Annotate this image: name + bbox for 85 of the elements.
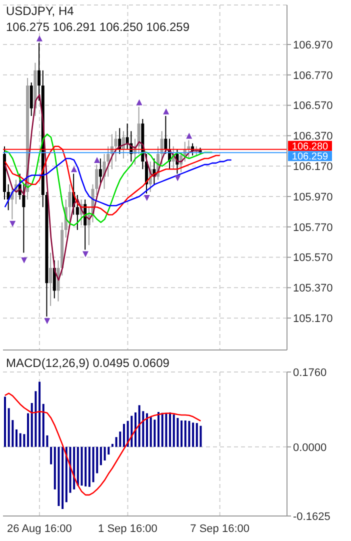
- bar: [122, 424, 125, 447]
- candlestick: [114, 130, 118, 162]
- bar: [65, 446, 68, 502]
- point: [174, 175, 181, 182]
- ref-line-label: 106.259: [292, 152, 329, 163]
- bar: [34, 391, 37, 447]
- y-tick-label: 106.570: [293, 100, 333, 112]
- point: [44, 318, 50, 324]
- bar: [172, 414, 175, 447]
- bar: [196, 423, 198, 447]
- y-tick-label: 105.370: [293, 282, 333, 295]
- bar: [84, 446, 87, 486]
- bar: [184, 420, 186, 447]
- bar: [200, 426, 202, 447]
- line-series: [4, 392, 202, 496]
- bar: [134, 412, 136, 447]
- line-series: [4, 158, 232, 208]
- candlestick: [137, 106, 140, 154]
- bar: [169, 412, 172, 447]
- y-tick-label: 106.770: [293, 70, 333, 82]
- bar: [23, 434, 26, 447]
- chart-title: USDJPY, H4: [6, 4, 74, 18]
- bar: [50, 446, 52, 464]
- bar: [100, 446, 102, 466]
- point: [144, 195, 150, 202]
- point: [71, 166, 77, 172]
- y-tick-label: 105.770: [293, 222, 333, 234]
- y-tick-label: 106.370: [293, 130, 333, 143]
- candlestick: [49, 252, 52, 306]
- bar: [73, 446, 76, 490]
- bar: [62, 446, 64, 509]
- point: [21, 257, 28, 264]
- point: [94, 157, 100, 164]
- chart-title: MACD(12,26,9) 0.0495 0.0609: [6, 356, 170, 370]
- bar: [188, 420, 190, 447]
- bar: [80, 446, 83, 486]
- y-tick-label: 105.170: [293, 312, 333, 325]
- bar: [176, 418, 179, 447]
- y-tick-label: -0.1625: [293, 510, 330, 523]
- candlestick: [30, 82, 33, 116]
- point: [186, 132, 192, 139]
- y-tick-label: 105.570: [293, 252, 333, 264]
- bar: [138, 405, 140, 447]
- candlestick: [38, 42, 41, 102]
- candlestick: [164, 115, 168, 154]
- bar: [19, 433, 22, 447]
- bar: [146, 413, 148, 447]
- point: [10, 220, 16, 227]
- bar: [16, 429, 18, 447]
- bar: [161, 412, 164, 447]
- x-tick-label: 7 Sep 16:00: [190, 522, 250, 535]
- point: [136, 99, 142, 106]
- point: [36, 35, 42, 42]
- bar: [76, 446, 79, 486]
- bar: [130, 416, 133, 447]
- bar: [192, 422, 194, 447]
- bar: [158, 412, 160, 447]
- bar: [42, 404, 44, 447]
- bar: [119, 432, 122, 447]
- bar: [180, 420, 183, 447]
- y-tick-label: 105.970: [293, 191, 333, 204]
- y-tick-label: 0.0000: [293, 442, 327, 454]
- bar: [165, 413, 168, 447]
- text: 106.275 106.291 106.250 106.259: [6, 20, 190, 34]
- ref-line-label: 106.280: [292, 141, 329, 152]
- candlestick: [98, 158, 102, 185]
- bar: [104, 446, 106, 460]
- bar: [38, 382, 41, 447]
- bar: [111, 444, 114, 447]
- point: [82, 251, 89, 258]
- bar: [150, 417, 152, 447]
- x-tick-label: 1 Sep 16:00: [98, 522, 158, 535]
- y-tick-label: 106.970: [293, 39, 333, 52]
- bar: [58, 446, 60, 506]
- bar: [88, 446, 90, 487]
- point: [163, 108, 170, 114]
- bar: [154, 420, 156, 447]
- y-tick-label: 0.1760: [293, 366, 327, 379]
- bar: [27, 413, 30, 447]
- x-tick-label: 26 Aug 16:00: [7, 522, 72, 535]
- bar: [8, 408, 10, 447]
- candlestick: [76, 194, 79, 230]
- bar: [92, 446, 94, 482]
- bar: [4, 396, 6, 447]
- y-tick-label: 106.170: [293, 161, 333, 174]
